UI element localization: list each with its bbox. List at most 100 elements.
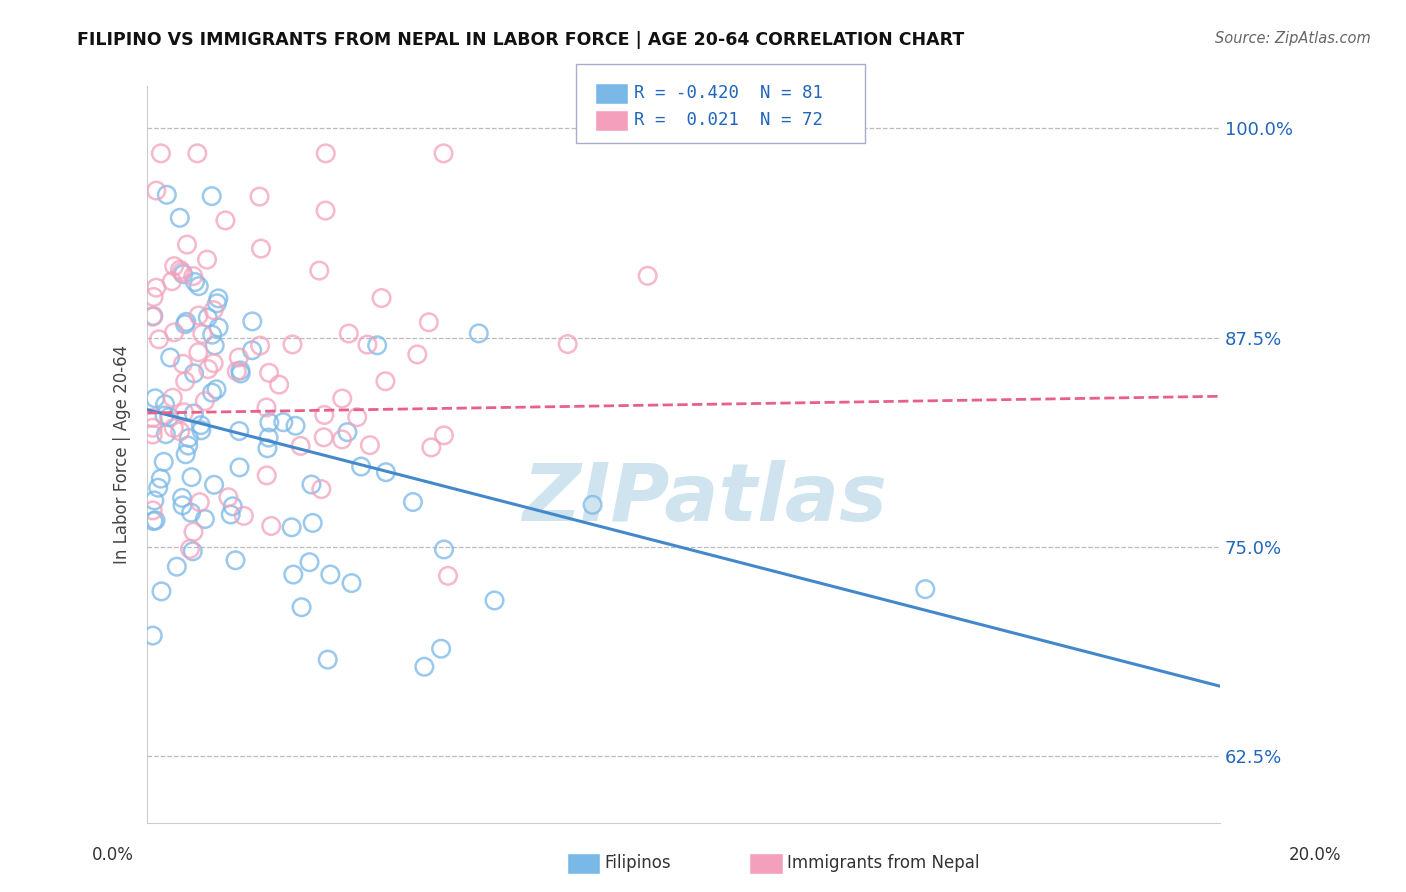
Point (249, 338, 271, 352)
Point (169, 425, 191, 439)
Point (315, 203, 337, 218)
Text: ZIPatlas: ZIPatlas (523, 460, 887, 538)
Point (176, 315, 198, 329)
Point (188, 495, 211, 509)
Point (208, 320, 231, 334)
Point (259, 416, 281, 430)
Point (413, 659, 436, 673)
Point (228, 351, 250, 365)
Point (284, 418, 307, 433)
Point (256, 442, 278, 456)
Point (142, 514, 165, 528)
Point (330, 392, 353, 406)
Point (219, 508, 242, 522)
Point (195, 252, 218, 267)
Text: Immigrants from Nepal: Immigrants from Nepal (787, 855, 980, 872)
Point (162, 391, 184, 405)
Point (432, 146, 454, 161)
Point (217, 491, 239, 505)
Point (180, 470, 202, 484)
Point (173, 405, 195, 419)
Point (174, 375, 197, 389)
Point (190, 423, 212, 437)
Point (202, 356, 225, 370)
Point (152, 455, 174, 469)
Point (290, 600, 312, 615)
Point (336, 425, 359, 439)
Point (201, 385, 224, 400)
Point (163, 326, 186, 340)
Point (205, 296, 228, 310)
Point (240, 343, 263, 358)
Point (153, 397, 176, 411)
Point (156, 187, 179, 202)
Point (433, 542, 456, 557)
Point (142, 411, 165, 425)
Point (330, 433, 353, 447)
Point (374, 465, 396, 479)
Point (256, 468, 278, 483)
Point (232, 508, 254, 523)
Text: Filipinos: Filipinos (605, 855, 671, 872)
Point (157, 409, 180, 424)
Point (142, 427, 165, 442)
Point (142, 309, 165, 323)
Point (143, 493, 166, 508)
Point (183, 367, 205, 381)
Point (176, 237, 198, 252)
Point (228, 460, 250, 475)
Point (150, 584, 173, 599)
Point (283, 567, 305, 582)
Point (194, 394, 217, 409)
Point (437, 569, 460, 583)
Point (249, 189, 271, 203)
Point (301, 516, 323, 530)
Point (149, 146, 172, 161)
Point (179, 541, 201, 556)
Point (145, 513, 167, 527)
Text: 0.0%: 0.0% (91, 846, 134, 863)
Point (315, 146, 337, 161)
Point (468, 326, 491, 341)
Point (356, 337, 378, 351)
Point (177, 439, 200, 453)
Point (205, 382, 228, 396)
Point (581, 498, 603, 512)
Point (184, 275, 207, 289)
Point (177, 431, 200, 445)
Point (194, 512, 217, 526)
Point (433, 428, 456, 442)
Point (191, 326, 214, 341)
Point (557, 337, 579, 351)
Point (166, 559, 188, 574)
Point (301, 477, 323, 491)
Point (280, 520, 302, 534)
Point (187, 345, 209, 359)
Point (314, 408, 336, 422)
Point (228, 424, 250, 438)
Point (311, 482, 333, 496)
Point (402, 495, 425, 509)
Point (172, 357, 194, 371)
Point (914, 582, 936, 596)
Point (346, 410, 368, 425)
Point (183, 524, 205, 539)
Point (197, 310, 219, 325)
Point (224, 553, 246, 567)
Point (337, 326, 360, 341)
Point (145, 184, 167, 198)
Text: Source: ZipAtlas.com: Source: ZipAtlas.com (1215, 31, 1371, 46)
Point (143, 392, 166, 406)
Y-axis label: In Labor Force | Age 20-64: In Labor Force | Age 20-64 (114, 345, 131, 565)
Point (183, 407, 205, 421)
Point (142, 503, 165, 517)
Point (202, 477, 225, 491)
Point (374, 374, 396, 388)
Point (269, 377, 291, 392)
Point (229, 363, 252, 377)
Point (340, 576, 363, 591)
Text: R = -0.420  N = 81: R = -0.420 N = 81 (634, 84, 823, 102)
Point (170, 265, 193, 279)
Point (146, 481, 169, 495)
Point (281, 337, 304, 351)
